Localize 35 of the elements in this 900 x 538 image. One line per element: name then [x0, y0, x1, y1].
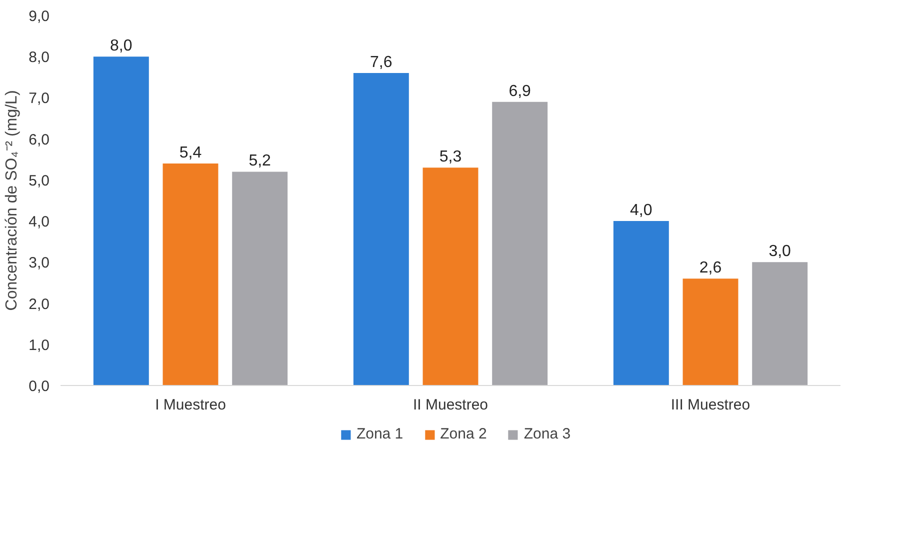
x-tick-label: III Muestreo: [670, 396, 750, 414]
bar: [613, 221, 669, 386]
data-label: 5,4: [179, 144, 202, 162]
data-label: 7,6: [370, 54, 392, 72]
x-tick-label: II Muestreo: [412, 396, 488, 414]
legend-label: Zona 3: [524, 426, 571, 442]
y-tick-label: 4,0: [28, 214, 50, 231]
y-tick-label: 6,0: [28, 131, 50, 148]
data-label: 4,0: [630, 202, 652, 220]
data-label: 2,6: [699, 260, 722, 277]
bar: [682, 278, 738, 386]
bar: [422, 168, 478, 386]
y-tick-label: 7,0: [28, 90, 50, 108]
data-label: 8,0: [110, 38, 132, 55]
legend-label: Zona 2: [440, 426, 487, 442]
x-tick-label: I Muestreo: [155, 396, 226, 414]
data-label: 5,2: [248, 152, 272, 170]
legend-label: Zona 1: [356, 426, 404, 442]
bar: [752, 262, 808, 386]
y-tick-label: 3,0: [28, 254, 50, 272]
y-tick-label: 2,0: [28, 296, 50, 313]
y-axis-title: Concentración de SO₄⁻² (mg/L): [4, 90, 21, 311]
y-tick-label: 8,0: [28, 49, 50, 66]
data-label: 3,0: [768, 243, 792, 260]
y-tick-label: 0,0: [28, 378, 50, 395]
data-label: 6,9: [508, 82, 532, 100]
bar: [353, 73, 409, 386]
bar: [162, 164, 218, 386]
bar: [492, 102, 548, 386]
y-tick-label: 1,0: [28, 336, 50, 354]
bar: [93, 56, 149, 386]
data-label: 5,3: [439, 148, 462, 166]
y-tick-label: 5,0: [28, 172, 50, 190]
bar: [232, 172, 288, 386]
y-tick-label: 9,0: [28, 8, 50, 25]
